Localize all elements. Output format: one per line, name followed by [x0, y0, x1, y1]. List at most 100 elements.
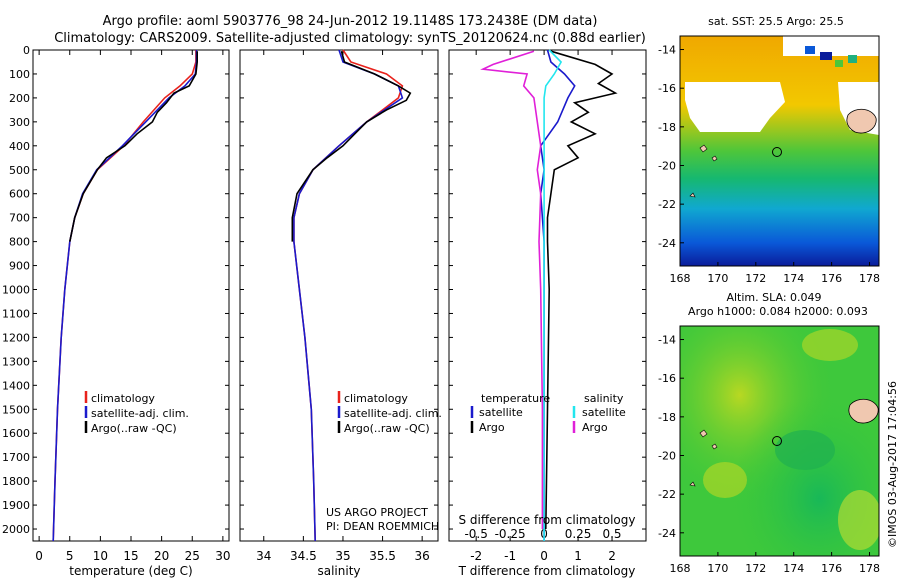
legend-sal-satellite: satellite	[582, 406, 626, 419]
sst-warm-patch	[848, 55, 857, 63]
map-x-tick-label: 176	[821, 562, 842, 575]
salinity-legend: climatology satellite-adj. clim. Argo(..…	[337, 391, 442, 435]
map-y-tick-label: -16	[658, 82, 676, 95]
y-tick-label: 1300	[2, 355, 30, 368]
map-x-tick-label: 172	[745, 562, 766, 575]
map-x-tick-label: 174	[783, 272, 804, 285]
temperature-panel-frame	[32, 49, 230, 542]
sst-map	[680, 36, 879, 266]
salinity-panel-frame	[239, 49, 439, 542]
x-tick-label: 1	[574, 549, 582, 563]
temperature-series	[52, 50, 198, 542]
sst-cloud-gap	[685, 82, 785, 132]
map-x-tick-label: 172	[745, 272, 766, 285]
map-x-tick-label: 178	[859, 272, 880, 285]
x-tick-label: 20	[154, 549, 169, 563]
map-y-tick-label: -16	[658, 372, 676, 385]
imos-watermark: ©IMOS 03-Aug-2017 17:04:56	[886, 381, 899, 548]
sla-blob	[838, 490, 879, 550]
sla-map	[680, 326, 879, 556]
y-tick-label: 1200	[2, 331, 30, 344]
island-outline	[848, 398, 879, 424]
map-y-tick-label: -18	[658, 121, 676, 134]
series-line-red	[52, 50, 197, 542]
map-x-tick-label: 176	[821, 272, 842, 285]
map-y-tick-label: -18	[658, 411, 676, 424]
salinity-xlabel: salinity	[317, 564, 360, 578]
island-outline	[689, 429, 718, 487]
x-tick-label: 10	[93, 549, 108, 563]
sst-map-frame	[679, 35, 880, 267]
legend-satellite-adj: satellite-adj. clim.	[91, 407, 189, 420]
y-tick-label: 1700	[2, 451, 30, 464]
x-tick-label: 34	[256, 549, 271, 563]
series-line-magenta	[480, 50, 544, 529]
x-tick-label: 35.5	[369, 549, 396, 563]
x-tick-label-salinity: 0.25	[565, 527, 592, 541]
series-line-black	[291, 50, 412, 242]
map-y-tick-label: -24	[658, 527, 676, 540]
map-y-tick-label: -14	[658, 334, 676, 347]
series-line-cyan	[543, 49, 563, 541]
legend-argo: Argo(..raw -QC)	[344, 422, 430, 435]
series-line-blue	[52, 50, 198, 542]
y-tick-label: 900	[9, 260, 30, 273]
y-tick-label: 1400	[2, 379, 30, 392]
sst-warm-patch	[835, 60, 843, 67]
legend-argo: Argo(..raw -QC)	[91, 422, 177, 435]
sla-blob	[703, 462, 747, 498]
legend-temperature-header: temperature	[481, 392, 550, 405]
title-line-2: Climatology: CARS2009. Satellite-adjuste…	[54, 31, 646, 46]
sla-blob	[775, 430, 835, 470]
x-tick-label: 0	[35, 549, 43, 563]
x-tick-label-salinity: -0.25	[495, 527, 526, 541]
sst-map-title: sat. SST: 25.5 Argo: 25.5	[708, 15, 844, 28]
y-tick-label: 100	[9, 68, 30, 81]
x-tick-label: 5	[66, 549, 74, 563]
sla-blob	[802, 329, 858, 361]
map-y-tick-label: -22	[658, 198, 676, 211]
difference-panel-frame	[448, 49, 647, 542]
x-tick-label: -1	[504, 549, 516, 563]
map-x-tick-label: 168	[670, 562, 691, 575]
temperature-xlabel: temperature (deg C)	[69, 564, 192, 578]
legend-climatology: climatology	[91, 392, 155, 405]
x-tick-label: 15	[123, 549, 138, 563]
y-tick-label: 200	[9, 92, 30, 105]
difference-series	[480, 49, 618, 541]
map-x-tick-label: 170	[707, 562, 728, 575]
sst-map-ticks: 168 170 172 174 176 178 -14 -16 -18 -20 -22 -24	[658, 44, 880, 285]
y-tick-label: 1800	[2, 475, 30, 488]
map-y-tick-label: -20	[658, 449, 676, 462]
map-x-tick-label: 178	[859, 562, 880, 575]
y-tick-label: 800	[9, 236, 30, 249]
title-line-1: Argo profile: aoml 5903776_98 24-Jun-201…	[103, 14, 598, 29]
profile-location-marker	[772, 147, 782, 157]
sla-map-ticks: 168 170 172 174 176 178 -14 -16 -18 -20 -22 -24	[658, 334, 880, 575]
difference-xlabel-s: S difference from climatology	[459, 513, 636, 527]
y-tick-label: 400	[9, 140, 30, 153]
y-tick-label: 2000	[2, 523, 30, 536]
difference-axes: -2 -1 0 1 2-0.5 -0.25 0 0.25 0.5	[449, 49, 646, 563]
difference-xlabel-t: T difference from climatology	[458, 564, 636, 578]
temperature-axes: 0 5 10 15 20 25 300100200300400500600700800900…	[2, 44, 231, 563]
legend-satellite-adj: satellite-adj. clim.	[344, 407, 442, 420]
map-x-tick-label: 168	[670, 272, 691, 285]
credit-text: US ARGO PROJECT	[326, 506, 428, 519]
y-tick-label: 1100	[2, 307, 30, 320]
legend-climatology: climatology	[344, 392, 408, 405]
difference-legend: temperature satellite Argo salinity sate…	[470, 392, 626, 434]
pi-text: PI: DEAN ROEMMICH	[326, 520, 439, 533]
x-tick-label: -2	[470, 549, 482, 563]
salinity-axes: 34 34.5 35 35.5 36	[240, 49, 438, 563]
island-outline	[689, 144, 718, 198]
map-y-tick-label: -22	[658, 488, 676, 501]
x-tick-label: 35	[335, 549, 350, 563]
y-tick-label: 1000	[2, 284, 30, 297]
x-tick-label: 34.5	[290, 549, 317, 563]
map-y-tick-label: -24	[658, 237, 676, 250]
series-line-black	[69, 51, 198, 242]
series-line-blue	[539, 49, 576, 541]
x-tick-label: 0	[540, 549, 548, 563]
